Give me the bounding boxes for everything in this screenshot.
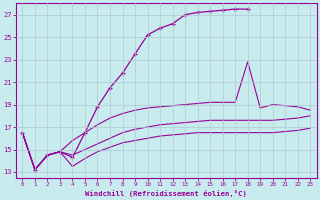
X-axis label: Windchill (Refroidissement éolien,°C): Windchill (Refroidissement éolien,°C) [85, 190, 247, 197]
